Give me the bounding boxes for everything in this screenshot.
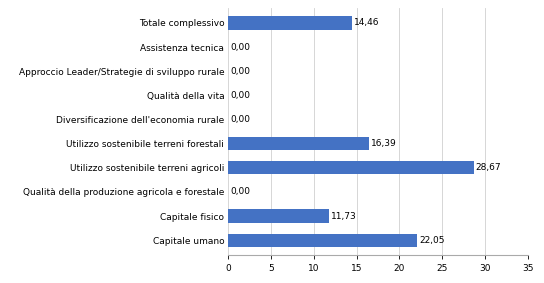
Text: 11,73: 11,73 — [331, 212, 357, 220]
Bar — [228, 209, 329, 223]
Text: 0,00: 0,00 — [231, 115, 251, 124]
Text: 0,00: 0,00 — [231, 67, 251, 76]
Bar — [228, 137, 369, 150]
Bar — [228, 161, 474, 174]
Text: 0,00: 0,00 — [231, 187, 251, 196]
Text: 16,39: 16,39 — [370, 139, 397, 148]
Bar — [228, 233, 417, 247]
Text: 28,67: 28,67 — [475, 163, 502, 172]
Text: 0,00: 0,00 — [231, 91, 251, 100]
Text: 14,46: 14,46 — [354, 18, 380, 27]
Bar — [228, 16, 352, 30]
Text: 0,00: 0,00 — [231, 43, 251, 52]
Text: 22,05: 22,05 — [419, 236, 444, 245]
